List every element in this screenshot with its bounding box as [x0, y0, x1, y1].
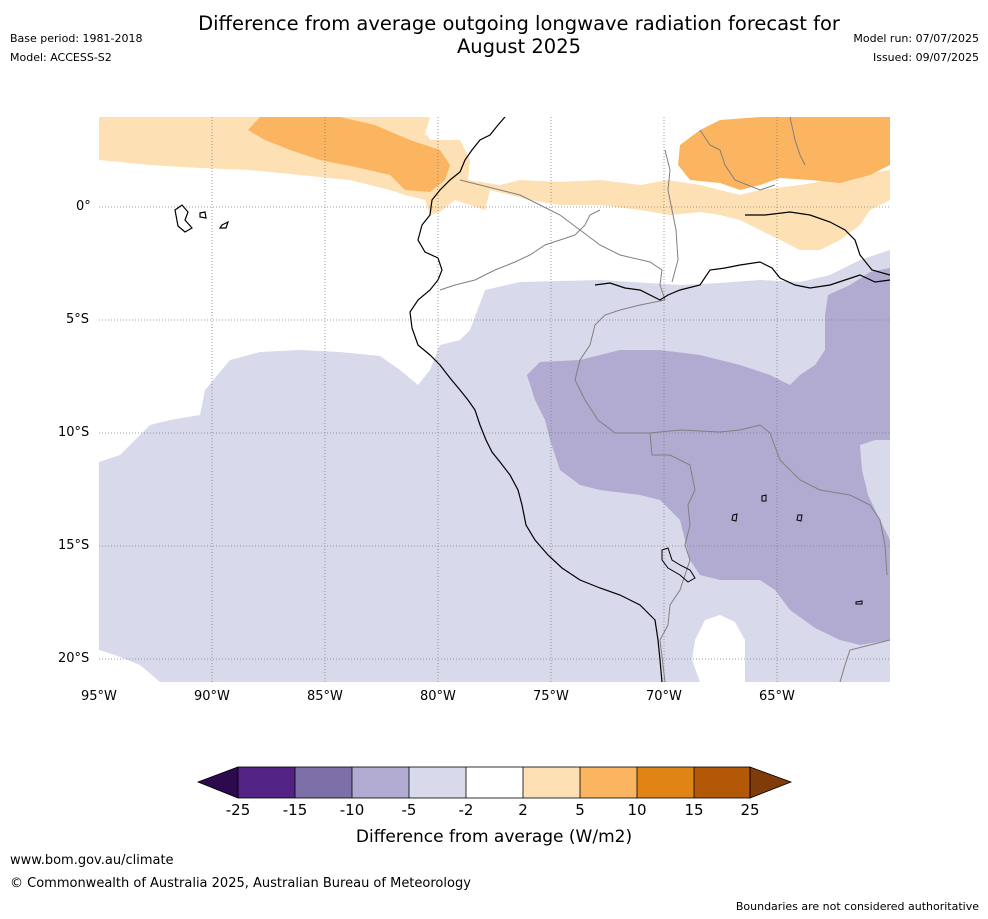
neutral-gap-andes — [425, 122, 470, 140]
colorbar-bin-neg5-neg2 — [409, 767, 466, 798]
country-borders — [439, 117, 890, 682]
lon-label-70w: 70°W — [646, 689, 682, 704]
contour-neg-5-10 — [527, 268, 890, 645]
coastline — [174, 117, 890, 682]
colorbar-label: 15 — [684, 801, 704, 819]
lon-label-85w: 85°W — [307, 689, 343, 704]
map-title-line2: August 2025 — [456, 35, 582, 58]
colorbar-bin-2-5 — [523, 767, 580, 798]
colorbar-label: -15 — [282, 801, 308, 819]
colorbar-bin-neg15-neg10 — [295, 767, 352, 798]
lat-label-20s: 20°S — [58, 651, 90, 666]
colorbar-bin-neutral — [466, 767, 523, 798]
lake-titicaca — [661, 494, 863, 605]
lon-label-95w: 95°W — [81, 689, 117, 704]
colorbar-label: 2 — [518, 801, 528, 819]
colorbar-label: -2 — [458, 801, 474, 819]
colorbar-label: -10 — [339, 801, 365, 819]
map-title-line1: Difference from average outgoing longwav… — [198, 12, 840, 35]
colorbar-title: Difference from average (W/m2) — [355, 827, 633, 847]
lat-label-10s: 10°S — [58, 425, 90, 440]
lon-label-90w: 90°W — [194, 689, 230, 704]
contour-pos-5-10-east — [678, 117, 890, 190]
lat-label-15s: 15°S — [58, 538, 90, 553]
colorbar-bin-15-25 — [694, 767, 750, 798]
colorbar-label: 25 — [740, 801, 760, 819]
colorbar-extend-low — [196, 766, 239, 799]
lat-label-5s: 5°S — [66, 312, 90, 327]
model-name: Model: ACCESS-S2 — [10, 51, 112, 64]
colorbar-extend-high — [749, 766, 793, 799]
lat-label-0: 0° — [76, 199, 91, 214]
colorbar-label: 10 — [627, 801, 647, 819]
contour-pos-5-10-west — [248, 117, 450, 192]
colorbar-label: -25 — [225, 801, 251, 819]
colorbar-label: 5 — [575, 801, 585, 819]
colorbar-bin-10-15 — [637, 767, 694, 798]
colorbar-bin-neg10-neg5 — [352, 767, 409, 798]
colorbar-label: -5 — [401, 801, 417, 819]
colorbar-bin-5-10 — [580, 767, 637, 798]
lon-label-75w: 75°W — [533, 689, 569, 704]
colorbar — [196, 766, 793, 799]
graticule — [99, 117, 890, 682]
issued-date: Issued: 09/07/2025 — [872, 51, 979, 64]
neutral-patch-south-west — [99, 650, 160, 682]
lon-label-80w: 80°W — [420, 689, 456, 704]
footer-disclaimer: Boundaries are not considered authoritat… — [735, 900, 979, 913]
model-run: Model run: 07/07/2025 — [853, 32, 979, 45]
base-period: Base period: 1981-2018 — [10, 32, 143, 45]
footer-url: www.bom.gov.au/climate — [10, 853, 174, 868]
map-title: Difference from average outgoing longwav… — [0, 12, 988, 58]
contour-neg-2-5-inset — [860, 440, 890, 540]
neutral-patch-south — [692, 615, 745, 682]
colorbar-bin-neg25-neg15 — [238, 767, 295, 798]
footer-copyright: © Commonwealth of Australia 2025, Austra… — [10, 876, 471, 891]
lon-label-65w: 65°W — [759, 689, 795, 704]
